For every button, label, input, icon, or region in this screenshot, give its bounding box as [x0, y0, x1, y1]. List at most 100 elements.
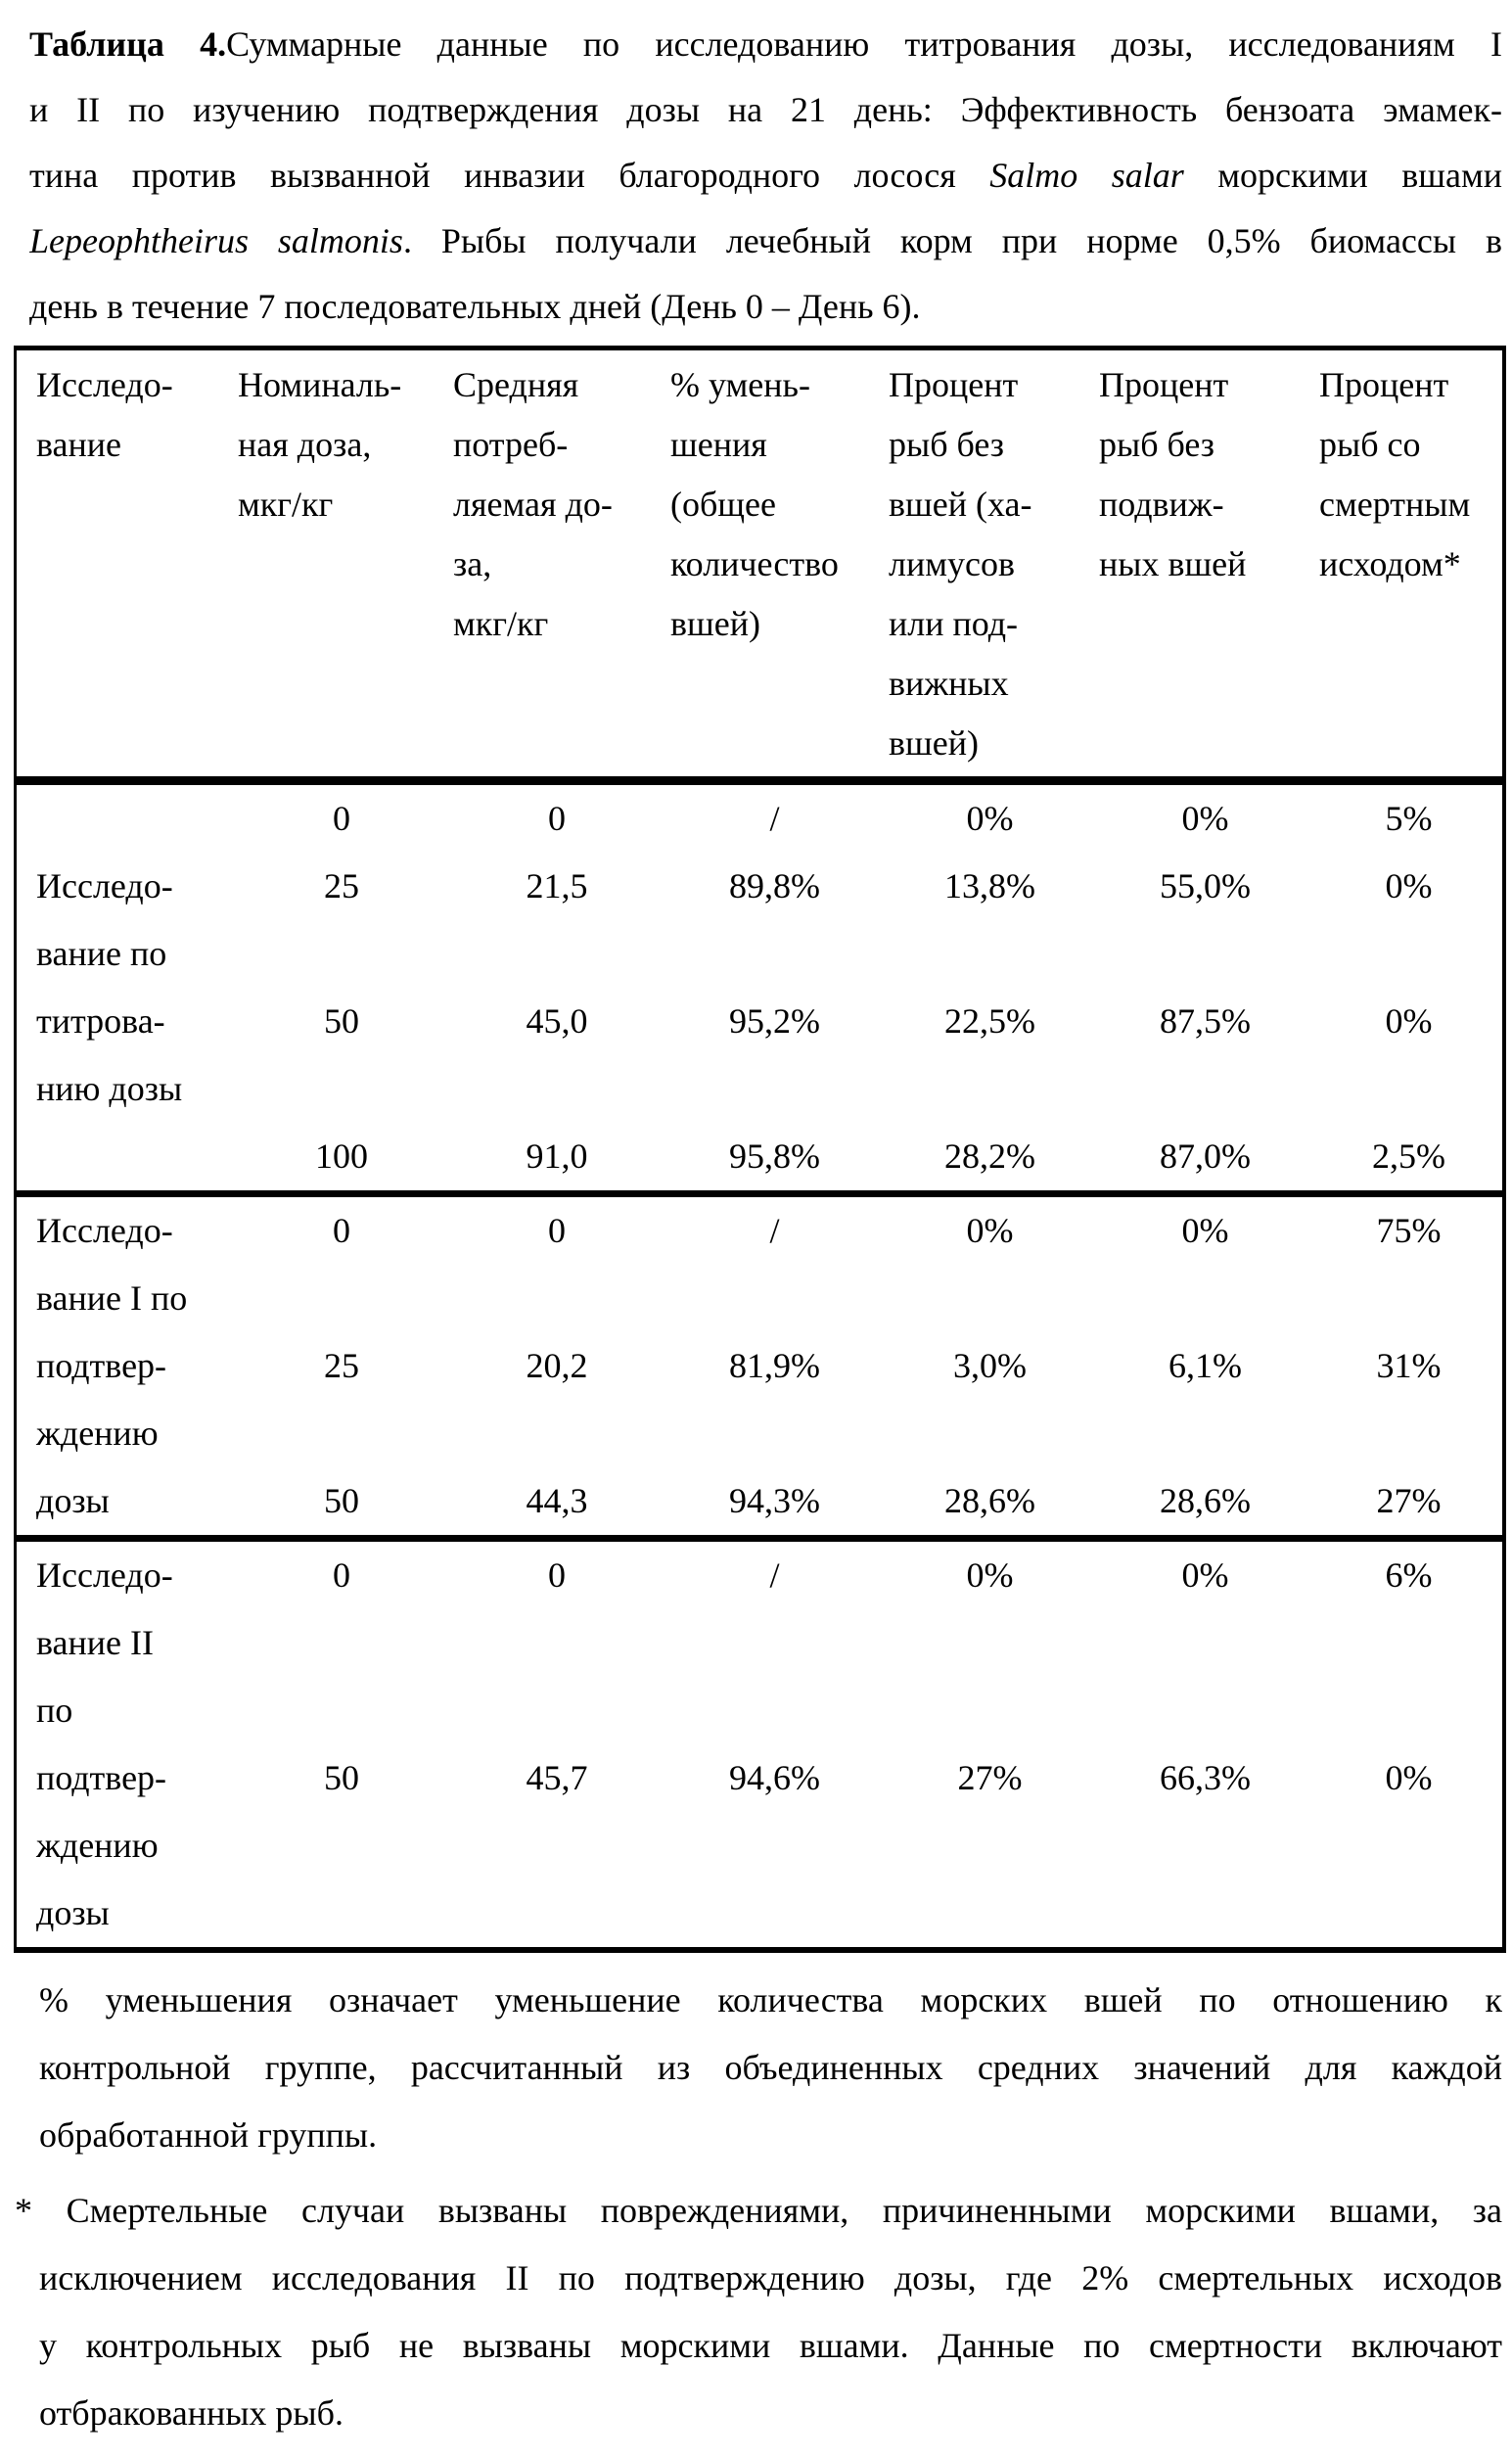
- table-row: 0 0 / 0% 0% 5%: [17, 785, 1502, 853]
- value-cell: 50: [324, 1758, 359, 1797]
- header-line: вшей): [889, 723, 979, 763]
- value-cell: [1315, 1812, 1502, 1879]
- value-cell: [449, 1265, 664, 1332]
- header-line: Процент: [1319, 365, 1449, 404]
- value-cell: [885, 1812, 1095, 1879]
- value-cell: 45,7: [526, 1758, 588, 1797]
- value-cell: [664, 1812, 885, 1879]
- value-cell: 0%: [1181, 1555, 1229, 1595]
- value-cell: [449, 1400, 664, 1467]
- value-cell: [664, 1265, 885, 1332]
- header-cell: Процент рыб без вшей (ха-лимусов или под-ви…: [885, 355, 1095, 773]
- header-line: лимусов: [889, 544, 1015, 583]
- value-cell: [885, 1265, 1095, 1332]
- table-row: подтвер- 25 20,2 81,9% 3,0% 6,1% 31%: [17, 1332, 1502, 1400]
- row-label-cell: ждению: [36, 1826, 159, 1865]
- value-cell: 89,8%: [729, 866, 820, 905]
- value-cell: 95,2%: [729, 1001, 820, 1041]
- value-cell: [449, 1055, 664, 1123]
- value-cell: 50: [324, 1481, 359, 1520]
- row-label-cell: вание II: [36, 1623, 154, 1662]
- value-cell: [1315, 1879, 1502, 1947]
- row-label-cell: Исследо-: [36, 1555, 173, 1595]
- header-line: рыб со: [1319, 425, 1421, 464]
- table-row: ждению: [17, 1400, 1502, 1467]
- value-cell: [664, 1879, 885, 1947]
- document-page: Таблица 4.Суммарные данные по исследован…: [0, 12, 1512, 2459]
- value-cell: 45,0: [526, 1001, 588, 1041]
- header-line: за,: [453, 544, 492, 583]
- row-label-cell: нию дозы: [36, 1069, 183, 1108]
- table-row: дозы: [17, 1879, 1502, 1947]
- value-cell: [1095, 1677, 1315, 1744]
- value-cell: 66,3%: [1160, 1758, 1251, 1797]
- value-cell: 27%: [957, 1758, 1023, 1797]
- value-cell: [885, 920, 1095, 988]
- value-cell: 44,3: [526, 1481, 588, 1520]
- value-cell: 75%: [1376, 1211, 1442, 1250]
- value-cell: 81,9%: [729, 1346, 820, 1385]
- header-line: % умень-: [670, 365, 810, 404]
- value-cell: [234, 1400, 449, 1467]
- value-cell: [449, 920, 664, 988]
- header-line: шения: [670, 425, 767, 464]
- value-cell: 28,6%: [1160, 1481, 1251, 1520]
- row-label-cell: Исследо-: [36, 866, 173, 905]
- header-line: (общее: [670, 485, 776, 524]
- value-cell: [234, 920, 449, 988]
- value-cell: [1315, 920, 1502, 988]
- table-row: дозы 50 44,3 94,3% 28,6% 28,6% 27%: [17, 1467, 1502, 1535]
- value-cell: 25: [324, 866, 359, 905]
- table-section-dose-confirmation-study-II: Исследо- 0 0 / 0% 0% 6% вание II по подтвер- 50 45,…: [17, 1542, 1502, 1947]
- value-cell: [1315, 1400, 1502, 1467]
- row-label-cell: подтвер-: [36, 1758, 167, 1797]
- value-cell: 0%: [1181, 799, 1229, 838]
- caption-text: тина против вызванной инвазии благородно…: [29, 156, 990, 195]
- table-row: Исследо- 0 0 / 0% 0% 75%: [17, 1197, 1502, 1265]
- value-cell: [1095, 1879, 1315, 1947]
- value-cell: [1315, 1055, 1502, 1123]
- header-line: Номиналь-: [238, 365, 402, 404]
- header-line: вшей (ха-: [889, 485, 1032, 524]
- table-row: вание I по: [17, 1265, 1502, 1332]
- value-cell: 0%: [1385, 866, 1433, 905]
- table-row: Исследо- 25 21,5 89,8% 13,8% 55,0% 0%: [17, 853, 1502, 920]
- value-cell: 94,3%: [729, 1481, 820, 1520]
- header-line: мкг/кг: [453, 604, 549, 643]
- header-line: исходом*: [1319, 544, 1461, 583]
- species-name: Lepeophtheirus salmonis: [29, 221, 403, 260]
- header-cell: Средняя потреб-ляемая до-за, мкг/кг: [449, 355, 664, 773]
- footnote-percent-reduction: % уменьшения означает уменьшение количес…: [39, 1967, 1502, 2169]
- value-cell: 3,0%: [953, 1346, 1027, 1385]
- row-label-cell: дозы: [36, 1893, 110, 1932]
- value-cell: 21,5: [526, 866, 588, 905]
- row-label-cell: по: [36, 1691, 73, 1730]
- value-cell: 22,5%: [944, 1001, 1035, 1041]
- value-cell: 20,2: [526, 1346, 588, 1385]
- caption-line: тина против вызванной инвазии благородно…: [29, 143, 1502, 209]
- header-line: мкг/кг: [238, 485, 334, 524]
- table-row: по: [17, 1677, 1502, 1744]
- header-line: рыб без: [889, 425, 1004, 464]
- header-line: вание: [36, 425, 122, 464]
- value-cell: [1315, 1265, 1502, 1332]
- caption-line: Lepeophtheirus salmonis. Рыбы получали л…: [29, 209, 1502, 274]
- value-cell: 0%: [1385, 1001, 1433, 1041]
- header-cell: Процент рыб без подвиж-ных вшей: [1095, 355, 1315, 773]
- header-line: ных вшей: [1099, 544, 1247, 583]
- value-cell: [1095, 1812, 1315, 1879]
- value-cell: 5%: [1385, 799, 1433, 838]
- caption-line: и II по изучению подтверждения дозы на 2…: [29, 77, 1502, 143]
- table-row: вание по: [17, 920, 1502, 988]
- table-section-dose-titration-study: 0 0 / 0% 0% 5% Исследо- 25 21,5 89,8% 13,8% 55,0% 0%…: [17, 785, 1502, 1197]
- value-cell: 31%: [1376, 1346, 1442, 1385]
- value-cell: [234, 1879, 449, 1947]
- value-cell: [664, 1400, 885, 1467]
- table-row: нию дозы: [17, 1055, 1502, 1123]
- value-cell: 6%: [1385, 1555, 1433, 1595]
- value-cell: [234, 1812, 449, 1879]
- value-cell: [1095, 1265, 1315, 1332]
- value-cell: 0%: [1181, 1211, 1229, 1250]
- header-cell: Исследо-вание: [17, 355, 234, 773]
- caption-text: день в течение 7 последовательных дней (…: [29, 287, 921, 326]
